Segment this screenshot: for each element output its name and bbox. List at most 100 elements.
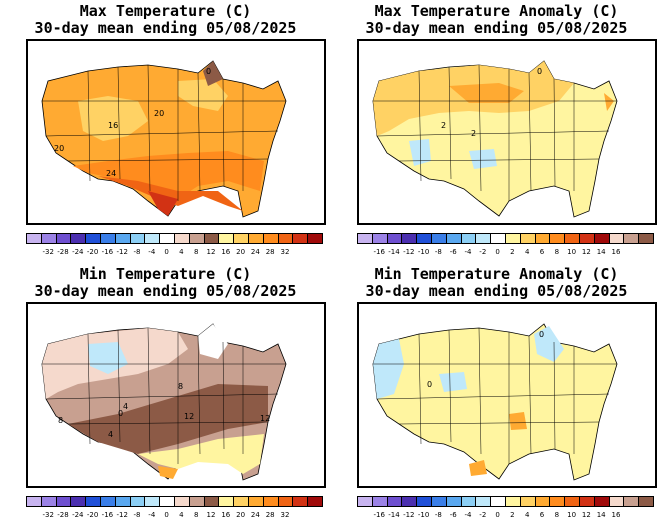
legend-tick-label: -12 xyxy=(403,511,415,519)
legend-swatch xyxy=(100,233,116,244)
legend-tick-label: -8 xyxy=(434,511,442,519)
legend-swatch xyxy=(593,496,610,507)
legend-tick-label: 12 xyxy=(581,511,591,519)
contour-label: 0 xyxy=(537,67,543,76)
legend-tick-label: -2 xyxy=(479,511,487,519)
legend-swatch xyxy=(114,496,131,507)
legend-swatch xyxy=(460,233,477,244)
legend-swatch xyxy=(40,496,57,507)
legend-swatch xyxy=(608,233,625,244)
legend-swatch xyxy=(505,496,521,507)
legend-swatch xyxy=(431,496,447,507)
legend-tick-label: 6 xyxy=(539,511,545,519)
legend-swatch xyxy=(357,233,373,244)
legend-swatch xyxy=(277,496,294,507)
panel-title: Max Temperature Anomaly (C) xyxy=(374,2,619,20)
legend-tick-label: 4 xyxy=(179,511,184,519)
contour-label: 0 xyxy=(206,67,212,76)
contour-label: 2 xyxy=(471,129,477,138)
legend-tick-label: -16 xyxy=(101,248,114,256)
legend-tick-label: -16 xyxy=(101,511,114,519)
legend-swatch xyxy=(70,233,87,244)
panel-min-temp: Min Temperature (C) 30-day mean ending 0… xyxy=(0,263,331,526)
us-map: 0 16 20 20 24 xyxy=(26,39,326,225)
legend-tick-label: -20 xyxy=(86,248,99,256)
legend-tick-label: 28 xyxy=(265,511,275,519)
contour-label: 20 xyxy=(54,144,65,153)
panel-max-temp: Max Temperature (C) 30-day mean ending 0… xyxy=(0,0,331,263)
us-map: 0 0 xyxy=(357,302,657,488)
legend-swatch xyxy=(579,233,595,244)
contour-label: 2 xyxy=(441,121,447,130)
contour-label: 4 xyxy=(108,430,114,439)
legend-tick-label: -8 xyxy=(133,248,141,256)
legend-tick-label: 0 xyxy=(495,511,500,519)
legend-swatch xyxy=(233,233,249,244)
panel-title: Max Temperature (C) xyxy=(79,2,252,20)
legend-ticks: -16 -14 -12 -10 -8 -6 -4 -2 0 2 4 6 8 10 12 14 16 xyxy=(357,511,657,521)
legend-swatch xyxy=(144,233,161,244)
legend-tick-label: 10 xyxy=(567,248,577,256)
legend-ticks: -16 -14 -12 -10 -8 -6 -4 -2 0 2 4 6 8 10 12 14 16 xyxy=(357,248,657,258)
contour-label: 24 xyxy=(106,169,117,178)
legend-tick-label: -24 xyxy=(72,248,84,256)
legend-swatch xyxy=(159,496,175,507)
legend-swatch xyxy=(114,233,131,244)
legend-tick-label: 4 xyxy=(524,248,530,256)
legend-tick-label: 8 xyxy=(554,248,560,256)
legend-swatch xyxy=(490,496,506,507)
legend-swatch xyxy=(70,496,87,507)
legend-swatch xyxy=(608,496,625,507)
legend-swatch xyxy=(85,496,101,507)
legend-swatch xyxy=(445,233,462,244)
legend-swatch xyxy=(129,233,146,244)
legend-swatch xyxy=(549,233,566,244)
contour-label: 4 xyxy=(123,402,129,411)
legend-swatch xyxy=(475,496,492,507)
legend-tick-label: 12 xyxy=(206,248,216,256)
legend-tick-label: -4 xyxy=(148,511,156,519)
legend-tick-label: 2 xyxy=(510,248,515,256)
legend-swatch xyxy=(203,496,220,507)
legend-tick-label: 14 xyxy=(596,248,606,256)
legend-tick-label: -20 xyxy=(86,511,99,519)
legend-tick-label: 0 xyxy=(164,248,169,256)
legend-swatch xyxy=(233,496,249,507)
legend-swatch xyxy=(248,496,264,507)
legend-tick-label: -12 xyxy=(403,248,415,256)
legend-swatch xyxy=(549,496,566,507)
legend-swatch xyxy=(401,233,418,244)
legend-swatch xyxy=(292,496,309,507)
legend-swatch xyxy=(431,233,447,244)
legend-swatch xyxy=(564,496,580,507)
legend-swatch xyxy=(371,233,388,244)
contour-label: 8 xyxy=(178,382,184,391)
legend-tick-label: 0 xyxy=(495,248,500,256)
legend-tick-label: 12 xyxy=(206,511,216,519)
legend-tick-label: -4 xyxy=(148,248,156,256)
legend-swatch xyxy=(593,233,610,244)
legend-tick-label: -32 xyxy=(42,511,54,519)
legend-swatch xyxy=(386,233,403,244)
legend-swatch xyxy=(203,233,220,244)
contour-label: 0 xyxy=(427,380,433,389)
legend-tick-label: 14 xyxy=(596,511,606,519)
legend-tick-label: -16 xyxy=(373,511,385,519)
legend-swatch xyxy=(262,233,279,244)
legend-swatch xyxy=(174,496,190,507)
legend-swatch xyxy=(579,496,595,507)
panel-title: Min Temperature Anomaly (C) xyxy=(374,265,619,283)
legend-ticks: -32 -28 -24 -20 -16 -12 -8 -4 0 4 8 12 16 20 24 28 32 xyxy=(26,248,326,258)
legend-swatch xyxy=(623,233,640,244)
legend-tick-label: -24 xyxy=(72,511,84,519)
legend-swatch xyxy=(129,496,146,507)
legend-swatch xyxy=(100,496,116,507)
legend-tick-label: -14 xyxy=(388,248,400,256)
legend-tick-label: 24 xyxy=(250,248,260,256)
legend-tick-label: 10 xyxy=(567,511,577,519)
contour-label: 0 xyxy=(539,330,545,339)
legend-swatch xyxy=(188,496,205,507)
legend-swatch xyxy=(307,496,323,507)
legend-swatch xyxy=(519,496,536,507)
legend-tick-label: -2 xyxy=(479,248,487,256)
